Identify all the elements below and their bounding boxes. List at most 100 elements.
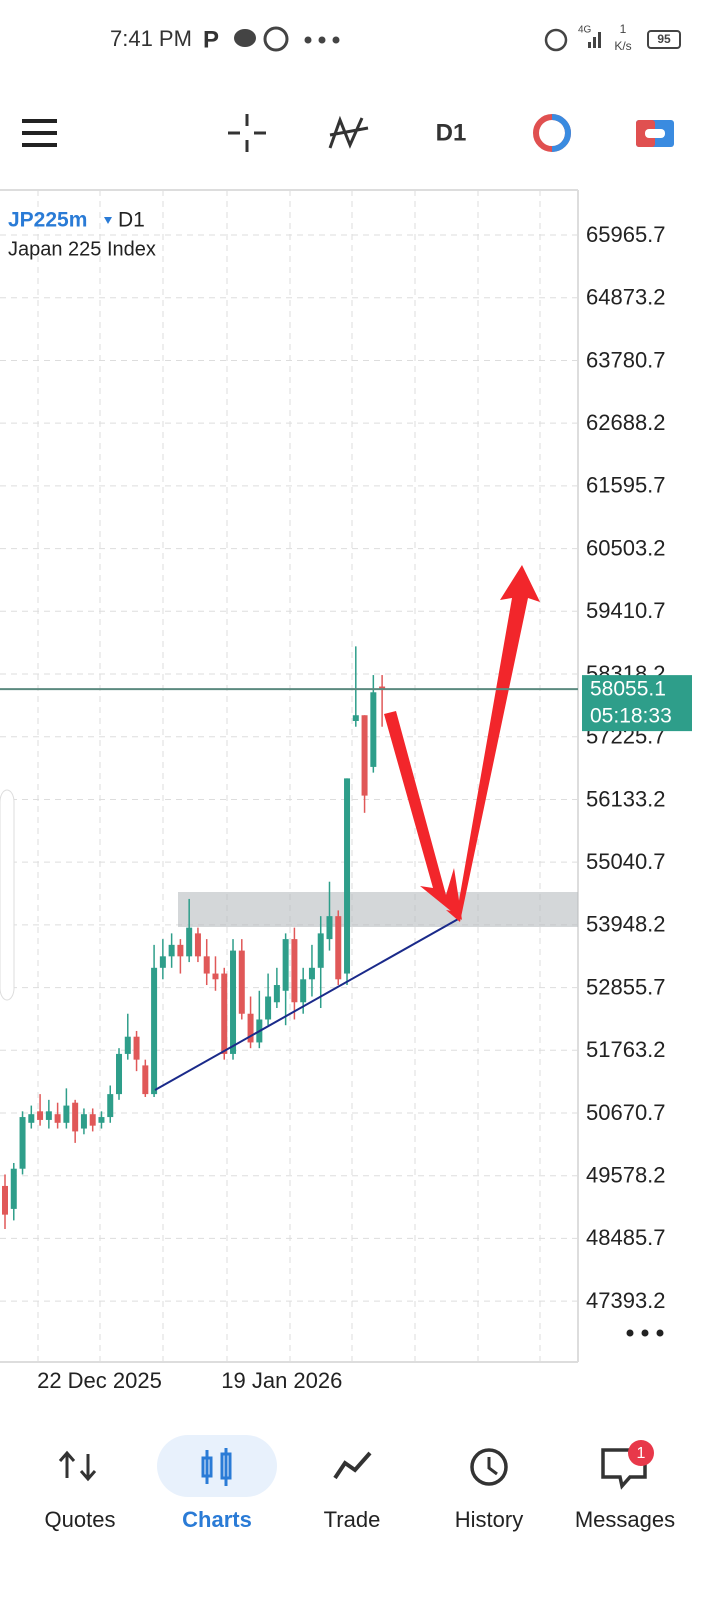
nav-label[interactable]: History (455, 1507, 523, 1532)
y-tick-label: 48485.7 (586, 1225, 666, 1250)
candle-body (54, 1114, 61, 1123)
y-tick-label: 52855.7 (586, 974, 666, 999)
candle-body (203, 956, 210, 974)
timeframe-button[interactable]: D1 (436, 119, 467, 146)
candle-body (168, 944, 175, 957)
candle-body (300, 979, 307, 1003)
y-tick-label: 59410.7 (586, 598, 666, 623)
indicators-button[interactable] (328, 115, 369, 149)
symbol-dropdown[interactable] (104, 217, 112, 224)
candle-body (282, 939, 289, 991)
active-pill (157, 1435, 277, 1497)
candle-body (186, 927, 193, 957)
trend-line (154, 917, 461, 1091)
zone-box (178, 892, 578, 927)
x-tick-label: 19 Jan 2026 (221, 1368, 342, 1393)
candle-body (89, 1114, 96, 1126)
candle-body (37, 1111, 44, 1120)
candle-body (80, 1114, 87, 1129)
charts-icon (201, 1448, 232, 1486)
candle-body (238, 950, 245, 1014)
candle-body (379, 686, 386, 690)
nav-label[interactable]: Charts (182, 1507, 252, 1532)
countdown: 05:18:33 (590, 705, 672, 728)
chart-timeframe: D1 (118, 209, 145, 232)
candle-body (124, 1036, 131, 1054)
candle-body (291, 939, 298, 1003)
candle-body (19, 1117, 26, 1169)
nav-label[interactable]: Trade (324, 1507, 381, 1532)
candle-body (308, 967, 315, 980)
candle-body (63, 1105, 70, 1123)
candle-body (273, 985, 280, 1003)
bottom-nav: Quotes Charts Trade History Messages (45, 1507, 676, 1532)
y-tick-label: 49578.2 (586, 1163, 666, 1188)
candle-body (28, 1114, 35, 1123)
crosshair-button[interactable] (228, 114, 266, 152)
candle-body (151, 967, 158, 1095)
more-dots (304, 36, 340, 44)
speed-unit: K/s (614, 39, 631, 53)
candle-body (116, 1053, 123, 1095)
nav-label[interactable]: Quotes (45, 1507, 116, 1532)
symbol[interactable]: JP225m (8, 209, 87, 232)
battery-level: 95 (657, 32, 671, 46)
candle-body (194, 933, 201, 957)
candles (2, 646, 386, 1229)
candle-body (370, 692, 377, 767)
price-axis: 65965.7 64873.2 63780.7 62688.2 61595.7 60503… (586, 222, 666, 1313)
candle-body (212, 973, 219, 980)
chart-more[interactable] (626, 1329, 664, 1337)
objects-button-half (551, 114, 571, 152)
nav-label[interactable]: Messages (575, 1507, 675, 1532)
y-tick-label: 62688.2 (586, 410, 666, 435)
price-tag (582, 675, 692, 732)
candle-body (361, 715, 368, 796)
y-tick-label: 63780.7 (586, 347, 666, 372)
history-icon (470, 1448, 508, 1486)
y-tick-label: 60503.2 (586, 535, 666, 560)
current-price: 58055.1 (590, 678, 666, 701)
history-hands (487, 1457, 498, 1476)
network-type: 4G (578, 25, 592, 36)
battery-outline (647, 30, 681, 49)
side-handle[interactable] (0, 789, 15, 1001)
y-tick-label: 56133.2 (586, 786, 666, 811)
alarm-icon (544, 28, 568, 52)
candle-body (221, 973, 228, 1054)
candle-body (247, 1013, 254, 1043)
candle-body (45, 1111, 52, 1120)
signal-icon (588, 32, 601, 48)
candle-body (177, 944, 184, 957)
quotes-icon (58, 1450, 97, 1482)
speed-value: 1 (620, 22, 627, 36)
y-tick-label: 64873.2 (586, 285, 666, 310)
candle-body (352, 715, 359, 721)
trade-icon (333, 1451, 372, 1480)
candle-body (72, 1102, 79, 1132)
candle-body (98, 1117, 105, 1123)
y-tick-label: 53948.2 (586, 912, 666, 937)
badge (628, 1440, 654, 1466)
x-tick-label: 22 Dec 2025 (37, 1368, 162, 1393)
candle-body (133, 1036, 140, 1060)
candle-body (326, 916, 333, 940)
down-arrow (384, 711, 462, 920)
menu-button[interactable] (22, 119, 57, 147)
trade-button-inner (645, 129, 665, 138)
y-tick-label: 50670.7 (586, 1100, 666, 1125)
y-tick-label: 51763.2 (586, 1037, 666, 1062)
candle-body (317, 933, 324, 968)
y-tick-label: 65965.7 (586, 222, 666, 247)
clock: 7:41 PM (110, 26, 192, 51)
candle-body (2, 1185, 8, 1215)
y-tick-label: 47393.2 (586, 1288, 666, 1313)
whatsapp-icon (263, 26, 289, 52)
y-tick-label: 61595.7 (586, 473, 666, 498)
badge-count: 1 (637, 1445, 646, 1462)
up-arrow (446, 565, 540, 922)
candle-body (142, 1065, 149, 1095)
candle-body (265, 996, 272, 1020)
